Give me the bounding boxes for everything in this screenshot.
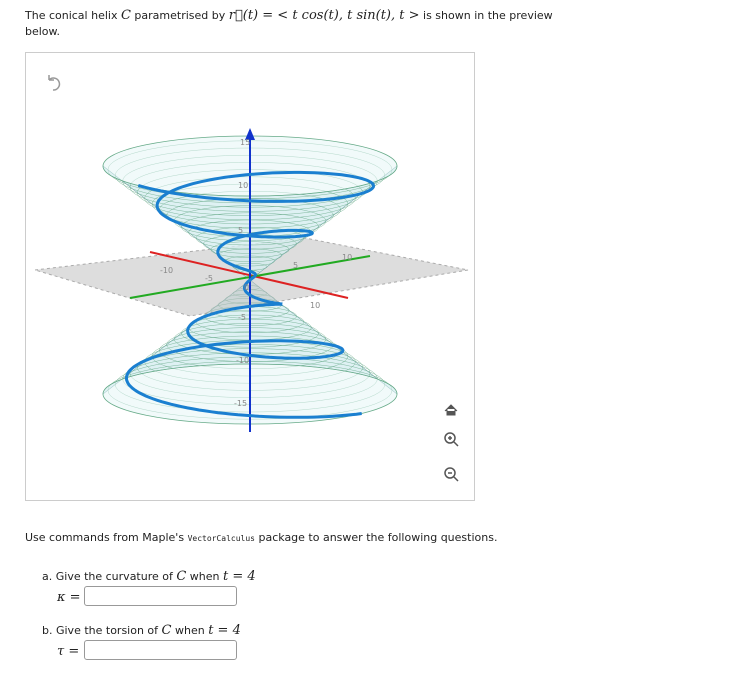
- undo-icon[interactable]: [48, 75, 61, 91]
- instruction-text: Use commands from Maple's: [25, 531, 188, 544]
- intro-text: is shown in the preview: [419, 9, 553, 22]
- y-tick-label: 10: [342, 253, 352, 262]
- plot-scene: 15 10 5 0 -5 -10 -15 -10 10 -5 5 10: [34, 128, 469, 432]
- zoom-out-icon[interactable]: [444, 467, 459, 482]
- intro-text: parametrised by: [130, 9, 229, 22]
- question-text: when: [186, 570, 224, 583]
- condition: t = 4: [208, 623, 241, 638]
- helix: [124, 170, 376, 419]
- curve-symbol: C: [161, 623, 172, 638]
- zoom-in-icon[interactable]: [444, 432, 459, 447]
- z-tick-label: -10: [236, 356, 249, 365]
- condition: t = 4: [223, 569, 256, 584]
- question: b. Give the torsion of C when t = 4: [42, 623, 241, 638]
- z-arrow: [245, 128, 255, 140]
- answer-input[interactable]: [84, 640, 237, 660]
- x-tick-label: 10: [310, 301, 320, 310]
- question-text: b. Give the torsion of: [42, 624, 162, 637]
- z-tick-label: 5: [238, 226, 243, 235]
- instruction-text: package to answer the following question…: [255, 531, 498, 544]
- instruction: Use commands from Maple's VectorCalculus…: [25, 531, 497, 544]
- z-tick-label: 0: [244, 283, 249, 292]
- y-tick-label: 5: [293, 261, 298, 270]
- z-tick-label: -15: [234, 399, 247, 408]
- y-tick-label: -5: [205, 274, 213, 283]
- answer-label: κ =: [57, 590, 81, 605]
- question-text: when: [171, 624, 209, 637]
- preview: 15 10 5 0 -5 -10 -15 -10 10 -5 5 10: [25, 52, 475, 501]
- x-tick-label: -10: [160, 266, 173, 275]
- curve-symbol: C: [120, 8, 131, 23]
- z-tick-label: 15: [240, 138, 250, 147]
- intro-text: The conical helix: [25, 9, 121, 22]
- curve-symbol: C: [176, 569, 187, 584]
- formula: r⃗(t) = < t cos(t), t sin(t), t >: [228, 8, 420, 23]
- z-tick-label: -5: [238, 313, 246, 322]
- package-name: VectorCalculus: [187, 534, 255, 543]
- question: a. Give the curvature of C when t = 4: [42, 569, 256, 584]
- intro: The conical helix C parametrised by r⃗(t…: [25, 8, 553, 23]
- home-icon[interactable]: [444, 404, 458, 416]
- answer-label: τ =: [57, 644, 80, 659]
- intro-text: below.: [25, 25, 61, 38]
- question-text: a. Give the curvature of: [42, 570, 177, 583]
- answer-input[interactable]: [84, 586, 237, 606]
- z-tick-label: 10: [238, 181, 248, 190]
